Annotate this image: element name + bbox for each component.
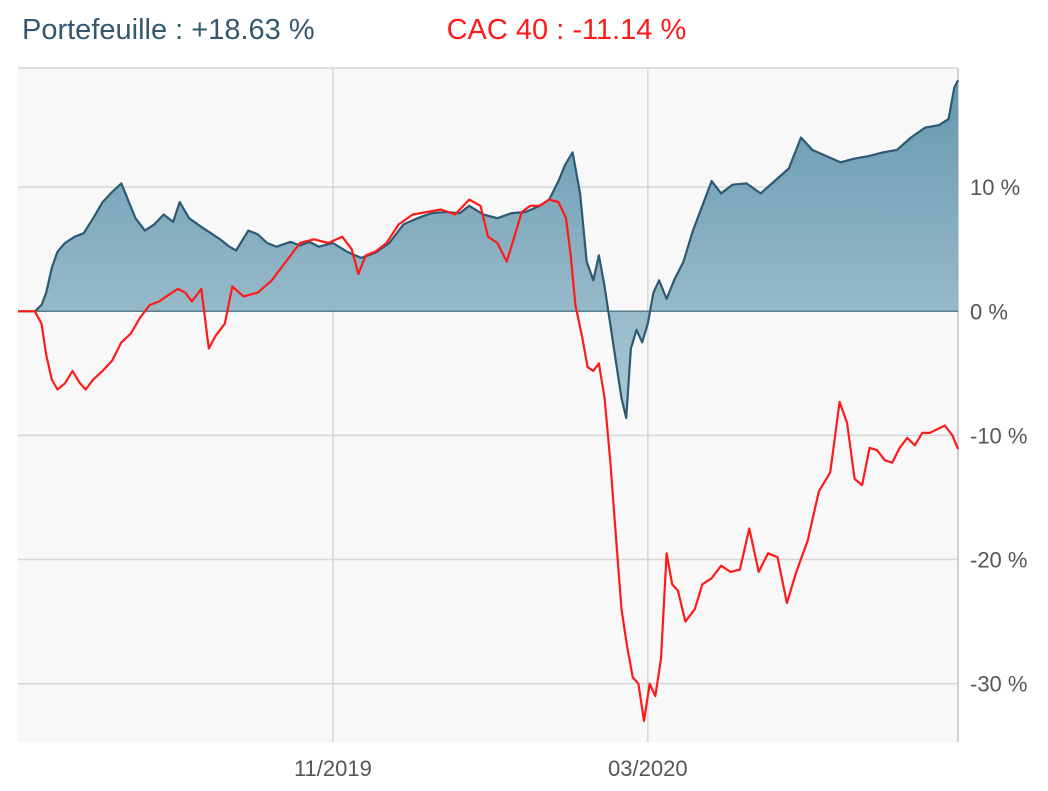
legend-cac40: CAC 40 : -11.14 % [446, 14, 687, 46]
cac40-line [18, 198, 960, 722]
x-tick-label: 11/2019 [294, 756, 372, 781]
y-tick-label: 10 % [970, 175, 1020, 200]
portfolio-area [18, 80, 958, 419]
y-tick-label: -30 % [970, 672, 1027, 697]
y-tick-label: -20 % [970, 548, 1027, 573]
x-tick-label: 03/2020 [608, 756, 688, 781]
y-tick-label: -10 % [970, 423, 1027, 448]
portfolio-line [18, 79, 959, 420]
legend-portfolio: Portefeuille : +18.63 % [22, 14, 315, 46]
y-tick-label: 0 % [970, 299, 1008, 324]
chart-legend: Portefeuille : +18.63 % CAC 40 : -11.14 … [22, 10, 686, 50]
